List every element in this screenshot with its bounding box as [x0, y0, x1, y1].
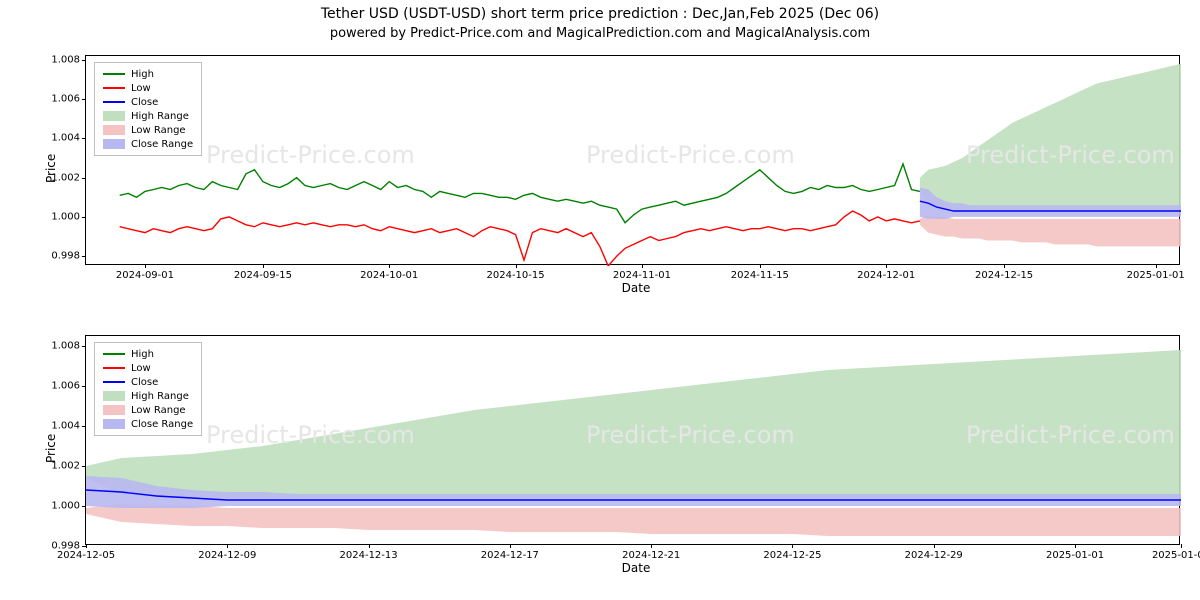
- top-legend: High Low Close High Range Low Range Clos…: [94, 62, 202, 156]
- legend-label: High Range: [131, 111, 189, 122]
- ytick-label: 1.002: [51, 172, 86, 183]
- legend-label: High: [131, 69, 154, 80]
- bottom-xlabel: Date: [606, 561, 666, 575]
- bottom-chart: Price Date Predict-Price.com Predict-Pri…: [85, 335, 1180, 545]
- ytick-label: 1.006: [51, 94, 86, 105]
- ytick-label: 0.998: [51, 251, 86, 262]
- ytick-label: 1.002: [51, 461, 86, 472]
- top-chart-svg: [86, 56, 1181, 266]
- chart-title: Tether USD (USDT-USD) short term price p…: [0, 0, 1200, 22]
- top-chart: Price Date Predict-Price.com Predict-Pri…: [85, 55, 1180, 265]
- legend-label: Close Range: [131, 139, 193, 150]
- legend-label: Close: [131, 377, 158, 388]
- xtick-label: 2025-01-05: [1152, 544, 1200, 561]
- bottom-chart-svg: [86, 336, 1181, 546]
- legend-label: Close: [131, 97, 158, 108]
- legend-label: Low: [131, 83, 151, 94]
- ytick-label: 1.008: [51, 54, 86, 65]
- top-xlabel: Date: [606, 281, 666, 295]
- legend-label: Close Range: [131, 419, 193, 430]
- ytick-label: 1.004: [51, 133, 86, 144]
- ytick-label: 1.000: [51, 211, 86, 222]
- bottom-legend: High Low Close High Range Low Range Clos…: [94, 342, 202, 436]
- legend-label: Low: [131, 363, 151, 374]
- legend-label: High Range: [131, 391, 189, 402]
- legend-label: Low Range: [131, 405, 186, 416]
- chart-subtitle: powered by Predict-Price.com and Magical…: [0, 22, 1200, 41]
- ytick-label: 1.006: [51, 381, 86, 392]
- legend-label: High: [131, 349, 154, 360]
- legend-label: Low Range: [131, 125, 186, 136]
- ytick-label: 1.004: [51, 421, 86, 432]
- ytick-label: 1.000: [51, 501, 86, 512]
- ytick-label: 1.008: [51, 341, 86, 352]
